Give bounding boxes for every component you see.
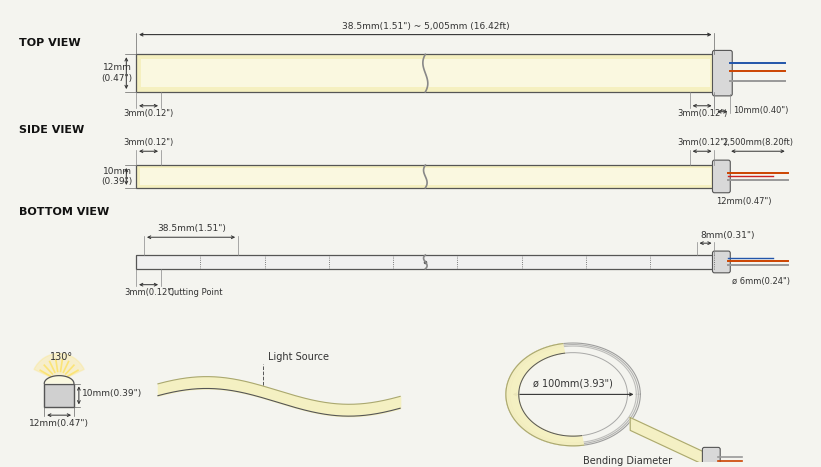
FancyBboxPatch shape — [713, 160, 730, 193]
Text: 130°: 130° — [49, 352, 72, 362]
Text: 10mm(0.40"): 10mm(0.40") — [733, 106, 789, 115]
Bar — [141, 59, 709, 87]
Text: 10mm(0.39"): 10mm(0.39") — [82, 389, 142, 398]
FancyBboxPatch shape — [703, 447, 720, 467]
Text: 8mm(0.31"): 8mm(0.31") — [700, 231, 754, 240]
Bar — [44, 383, 74, 407]
Text: TOP VIEW: TOP VIEW — [19, 38, 80, 49]
Text: Bending Diameter: Bending Diameter — [583, 456, 672, 466]
Text: 12mm
(0.47"): 12mm (0.47") — [101, 64, 132, 83]
Text: 10mm
(0.39"): 10mm (0.39") — [101, 167, 132, 186]
Text: 3mm(0.12"): 3mm(0.12") — [123, 138, 173, 147]
Text: 12mm(0.47"): 12mm(0.47") — [29, 419, 89, 428]
Text: 3mm(0.12"): 3mm(0.12") — [677, 138, 727, 147]
Text: 2,500mm(8.20ft): 2,500mm(8.20ft) — [722, 138, 793, 147]
Bar — [140, 168, 710, 185]
Text: 38.5mm(1.51"): 38.5mm(1.51") — [157, 224, 226, 234]
Text: 12mm(0.47"): 12mm(0.47") — [717, 197, 772, 205]
Text: ø 100mm(3.93"): ø 100mm(3.93") — [533, 378, 613, 389]
Text: 3mm(0.12"): 3mm(0.12") — [124, 288, 174, 297]
Bar — [136, 165, 714, 188]
Text: SIDE VIEW: SIDE VIEW — [19, 126, 84, 135]
Text: ø 6mm(0.24"): ø 6mm(0.24") — [732, 277, 791, 286]
Text: Light Source: Light Source — [268, 353, 329, 362]
Text: Cutting Point: Cutting Point — [167, 288, 222, 297]
Polygon shape — [44, 375, 74, 383]
FancyBboxPatch shape — [713, 251, 730, 273]
Text: 3mm(0.12"): 3mm(0.12") — [123, 109, 173, 118]
Wedge shape — [34, 354, 85, 381]
Text: 3mm(0.12"): 3mm(0.12") — [677, 109, 727, 118]
Text: BOTTOM VIEW: BOTTOM VIEW — [19, 207, 109, 218]
Polygon shape — [631, 417, 704, 465]
Polygon shape — [506, 344, 584, 446]
Bar — [136, 54, 714, 92]
FancyBboxPatch shape — [713, 50, 732, 96]
Bar — [136, 255, 714, 269]
Text: 38.5mm(1.51") ~ 5,005mm (16.42ft): 38.5mm(1.51") ~ 5,005mm (16.42ft) — [342, 21, 509, 31]
